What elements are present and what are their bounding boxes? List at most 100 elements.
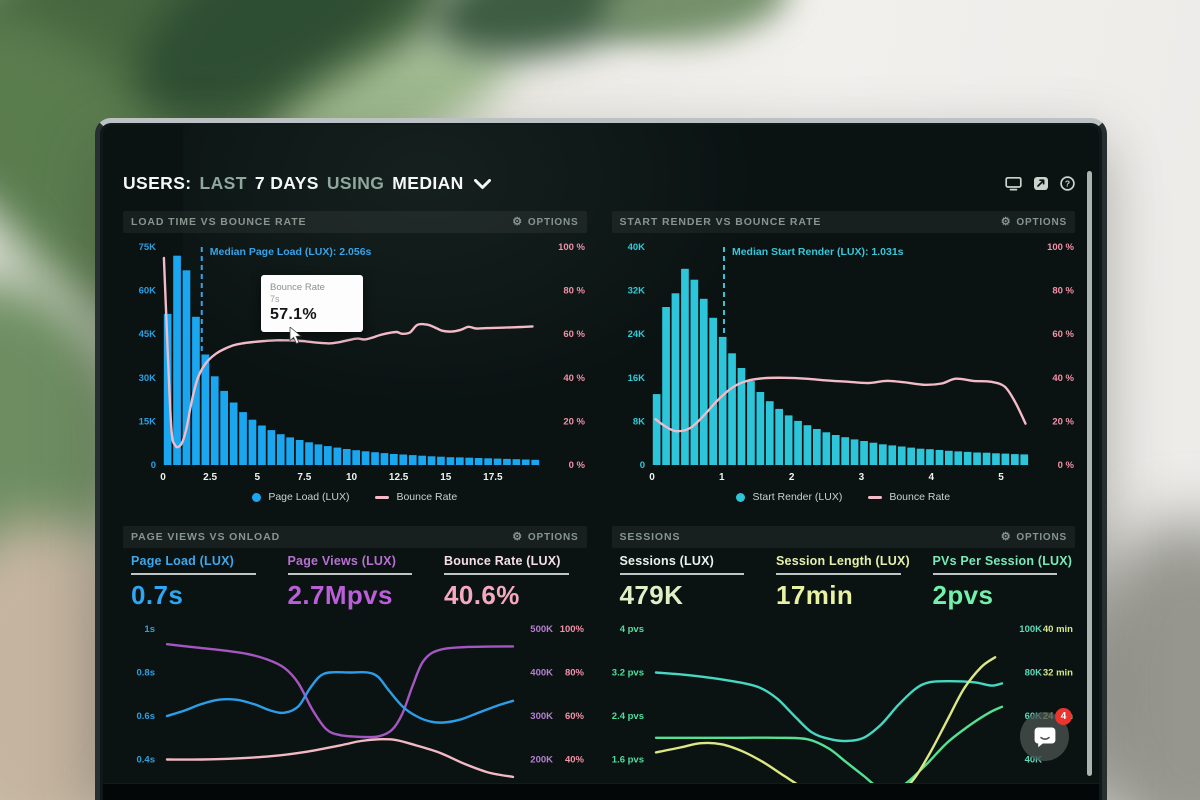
svg-text:80 %: 80 % xyxy=(563,286,585,297)
svg-text:4 pvs: 4 pvs xyxy=(619,624,643,635)
tooltip-title: Bounce Rate xyxy=(270,282,325,293)
metric-label: Page Views (LUX) xyxy=(287,554,397,568)
svg-text:0: 0 xyxy=(160,472,166,483)
svg-text:100%: 100% xyxy=(560,624,585,635)
svg-text:80%: 80% xyxy=(565,668,585,679)
svg-text:100 %: 100 % xyxy=(1047,242,1074,253)
chart-page-views-onload: 1s 0.8s 0.6s 0.4s 500K 400K 300K 200K 100% 80% 60%… xyxy=(123,615,587,783)
metric-underline xyxy=(619,573,744,575)
header-segment: 7 DAYS xyxy=(254,172,319,193)
svg-text:2.5: 2.5 xyxy=(203,472,217,483)
panel-title: START RENDER VS BOUNCE RATE xyxy=(619,216,822,228)
legend-item[interactable]: Bounce Rate xyxy=(375,491,457,503)
legend-label: Bounce Rate xyxy=(889,491,951,503)
share-icon[interactable] xyxy=(1033,176,1049,191)
header-segment: MEDIAN xyxy=(392,172,464,193)
svg-text:40K: 40K xyxy=(1024,755,1042,766)
metric-underline xyxy=(932,573,1057,575)
svg-text:200K: 200K xyxy=(530,755,553,766)
svg-text:40 %: 40 % xyxy=(563,373,585,384)
panel-title: SESSIONS xyxy=(619,531,681,543)
legend-item[interactable]: Page Load (LUX) xyxy=(252,491,349,503)
svg-text:0 %: 0 % xyxy=(569,460,586,471)
screen: USERS: LAST 7 DAYS USING MEDIAN xyxy=(103,125,1099,800)
svg-text:300K: 300K xyxy=(530,711,553,722)
users-range-dropdown[interactable]: USERS: LAST 7 DAYS USING MEDIAN xyxy=(123,173,491,194)
svg-text:?: ? xyxy=(1065,178,1070,188)
svg-text:8K: 8K xyxy=(632,416,644,427)
panel-header: LOAD TIME VS BOUNCE RATE ⚙ OPTIONS xyxy=(123,211,587,233)
start-render-histogram: 40K 32K 24K 16K 8K 0 100 % 80 % 60 % 40 % 20 % 0 % 0… xyxy=(627,242,1074,483)
svg-text:7.5: 7.5 xyxy=(297,472,311,483)
svg-text:1: 1 xyxy=(719,472,725,483)
display-icon[interactable] xyxy=(1005,176,1022,191)
options-button[interactable]: ⚙ OPTIONS xyxy=(512,216,579,228)
svg-text:80K: 80K xyxy=(1024,668,1042,679)
svg-text:60%: 60% xyxy=(565,711,585,722)
panel-title: LOAD TIME VS BOUNCE RATE xyxy=(131,216,307,228)
legend-label: Bounce Rate xyxy=(396,491,458,503)
panel-header: SESSIONS ⚙ OPTIONS xyxy=(611,526,1075,548)
svg-text:100 %: 100 % xyxy=(558,242,585,253)
svg-text:32K: 32K xyxy=(627,286,645,297)
svg-text:45K: 45K xyxy=(139,329,157,340)
options-button[interactable]: ⚙ OPTIONS xyxy=(1000,530,1067,543)
laptop-hinge xyxy=(103,783,1099,800)
svg-text:0: 0 xyxy=(649,472,655,483)
series-line-icon xyxy=(868,495,883,499)
legend-item[interactable]: Bounce Rate xyxy=(868,491,950,503)
metric-bounce-rate: Bounce Rate (LUX) 40.6% xyxy=(444,554,587,611)
svg-text:Median Page Load (LUX): 2.056s: Median Page Load (LUX): 2.056s xyxy=(210,246,372,258)
legend-item[interactable]: Start Render (LUX) xyxy=(736,491,842,503)
mouse-cursor-icon xyxy=(289,327,302,345)
metric-label: Page Load (LUX) xyxy=(131,554,235,568)
svg-text:60K: 60K xyxy=(139,286,157,297)
chat-button[interactable]: 4 xyxy=(1020,708,1072,761)
help-icon[interactable]: ? xyxy=(1060,175,1075,191)
metric-value: 17min xyxy=(776,580,854,610)
gear-icon: ⚙ xyxy=(1000,530,1012,543)
options-label: OPTIONS xyxy=(527,216,579,228)
metric-label: PVs Per Session (LUX) xyxy=(932,554,1073,568)
svg-text:24K: 24K xyxy=(627,329,645,340)
svg-text:15K: 15K xyxy=(139,416,157,427)
analytics-dashboard: USERS: LAST 7 DAYS USING MEDIAN xyxy=(123,125,1075,783)
metric-row: Page Load (LUX) 0.7s Page Views (LUX) 2.… xyxy=(123,554,587,611)
scrollbar[interactable] xyxy=(1087,171,1092,776)
options-label: OPTIONS xyxy=(527,531,579,543)
svg-text:Median Start Render (LUX): 1.0: Median Start Render (LUX): 1.031s xyxy=(731,246,903,258)
svg-text:2: 2 xyxy=(788,472,794,483)
metric-page-views: Page Views (LUX) 2.7Mpvs xyxy=(287,554,431,611)
chart-legend: Page Load (LUX) Bounce Rate xyxy=(123,491,587,503)
svg-text:17.5: 17.5 xyxy=(483,472,503,483)
panel-header: START RENDER VS BOUNCE RATE ⚙ OPTIONS xyxy=(611,211,1075,233)
metric-label: Bounce Rate (LUX) xyxy=(444,554,561,568)
chat-notification-badge: 4 xyxy=(1055,708,1072,725)
svg-text:30K: 30K xyxy=(139,373,157,384)
svg-text:16K: 16K xyxy=(627,373,645,384)
svg-text:40 %: 40 % xyxy=(1052,373,1074,384)
tooltip-subtitle: 7s xyxy=(270,294,280,304)
panel-page-views-vs-onload: PAGE VIEWS VS ONLOAD ⚙ OPTIONS Page Load… xyxy=(123,526,587,783)
panel-header: PAGE VIEWS VS ONLOAD ⚙ OPTIONS xyxy=(123,526,587,548)
load-time-histogram: 75K 60K 45K 30K 15K 0 100 % 80 % 60 % 40 % 20 % 0 %… xyxy=(139,242,586,483)
chevron-down-icon[interactable] xyxy=(473,178,491,190)
svg-text:10: 10 xyxy=(346,472,358,483)
options-button[interactable]: ⚙ OPTIONS xyxy=(1001,216,1067,228)
svg-text:40%: 40% xyxy=(565,755,585,766)
svg-text:0.4s: 0.4s xyxy=(137,755,156,766)
header-segment: LAST xyxy=(199,172,247,193)
svg-text:0 %: 0 % xyxy=(1057,460,1074,471)
metric-label: Session Length (LUX) xyxy=(776,554,910,568)
metric-value: 2pvs xyxy=(932,580,994,610)
svg-text:20 %: 20 % xyxy=(563,416,585,427)
series-line-icon xyxy=(375,495,390,499)
metric-row: Sessions (LUX) 479K Session Length (LUX)… xyxy=(612,554,1076,611)
svg-text:100K: 100K xyxy=(1019,624,1042,635)
svg-text:0: 0 xyxy=(151,460,156,471)
chat-bubble-icon xyxy=(1034,727,1055,747)
series-dot-icon xyxy=(252,492,262,502)
options-button[interactable]: ⚙ OPTIONS xyxy=(512,531,579,543)
svg-text:60 %: 60 % xyxy=(563,329,585,340)
metric-page-load: Page Load (LUX) 0.7s xyxy=(131,554,274,611)
